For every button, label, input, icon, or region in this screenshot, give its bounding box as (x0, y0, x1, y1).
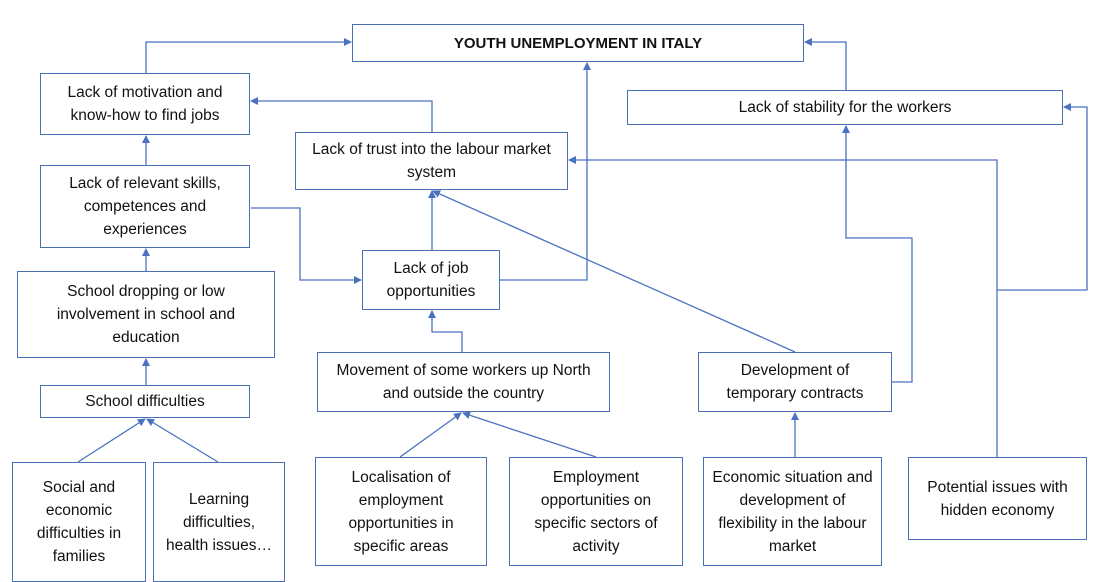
node: Movement of some workers up North and ou… (317, 352, 610, 412)
edge (500, 62, 591, 281)
node: Learning difficulties, health issues… (153, 462, 285, 582)
edges (77, 38, 1088, 463)
node: School difficulties (40, 385, 250, 418)
edge (568, 156, 998, 457)
node: Lack of job opportunities (362, 250, 500, 310)
edge (432, 190, 796, 353)
edge (997, 103, 1088, 291)
node: Social and economic difficulties in fami… (12, 462, 146, 582)
node: Economic situation and development of fl… (703, 457, 882, 566)
node: Lack of relevant skills, competences and… (40, 165, 250, 248)
edge (250, 97, 433, 132)
edge (462, 411, 597, 458)
edge (251, 207, 362, 284)
edge (399, 412, 462, 458)
edge (428, 310, 463, 352)
edge (804, 38, 847, 90)
edge (146, 418, 219, 463)
node: Employment opportunities on specific sec… (509, 457, 683, 566)
edge (842, 125, 913, 383)
node: School dropping or low involvement in sc… (17, 271, 275, 358)
edge (77, 418, 146, 463)
node: Lack of trust into the labour market sys… (295, 132, 568, 190)
edge (145, 38, 352, 73)
node: Development of temporary contracts (698, 352, 892, 412)
node: Localisation of employment opportunities… (315, 457, 487, 566)
node: YOUTH UNEMPLOYMENT IN ITALY (352, 24, 804, 62)
node: Potential issues with hidden economy (908, 457, 1087, 540)
node: Lack of motivation and know-how to find … (40, 73, 250, 135)
node: Lack of stability for the workers (627, 90, 1063, 125)
